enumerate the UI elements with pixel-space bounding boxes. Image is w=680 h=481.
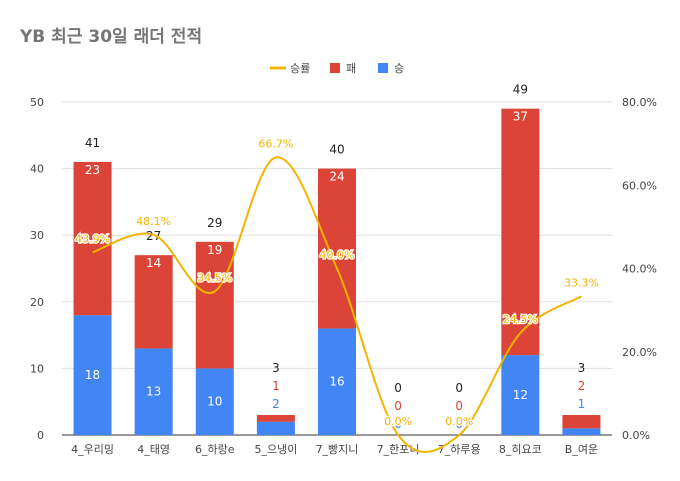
- x-tick-label: 4_우리밍: [71, 443, 114, 456]
- win-data-label: 12: [513, 388, 528, 402]
- total-data-label: 41: [85, 136, 100, 150]
- y-right-tick-label: 0.0%: [622, 429, 650, 442]
- total-data-label: 27: [146, 229, 161, 243]
- x-tick-label: 4_태영: [137, 443, 170, 456]
- y-left-tick-label: 0: [37, 429, 44, 442]
- y-left-tick-label: 10: [30, 362, 44, 375]
- bar-loss: [73, 161, 112, 316]
- win-rate-data-label: 0.0%: [445, 415, 473, 428]
- x-tick-label: 6_하랑e: [195, 442, 235, 456]
- win-data-label: 13: [146, 385, 161, 399]
- bar-loss: [195, 241, 234, 369]
- legend-label: 승: [394, 62, 404, 75]
- legend-win-swatch: [378, 63, 388, 73]
- bar-win: [501, 355, 540, 435]
- bar-win: [318, 328, 356, 435]
- y-right-tick-label: 40.0%: [622, 263, 657, 276]
- win-data-label: 0: [455, 417, 463, 431]
- win-data-label: 2: [272, 397, 280, 411]
- legend-label: 패: [346, 62, 356, 75]
- y-right-tick-label: 60.0%: [622, 179, 657, 192]
- win-data-label: 16: [329, 375, 344, 389]
- loss-data-label: 0: [394, 399, 402, 413]
- total-data-label: 29: [207, 216, 222, 230]
- loss-data-label: 14: [146, 256, 161, 270]
- loss-data-label: 1: [272, 379, 280, 393]
- y-right-tick-label: 20.0%: [622, 346, 657, 359]
- legend-loss-swatch: [330, 63, 340, 73]
- x-tick-label: 5_으냉이: [254, 443, 297, 456]
- x-tick-label: 8_히요코: [499, 442, 542, 456]
- bar-win: [134, 348, 173, 435]
- bar-loss: [562, 415, 601, 429]
- x-tick-label: 7_하루용: [438, 442, 481, 456]
- win-rate-data-label: 66.7%: [258, 137, 293, 150]
- total-data-label: 0: [455, 381, 463, 395]
- total-data-label: 0: [394, 381, 402, 395]
- win-rate-data-label: 0.0%: [384, 415, 412, 428]
- bar-loss: [256, 415, 295, 422]
- bar-win: [73, 315, 112, 435]
- x-tick-label: 7_빵지니: [316, 443, 359, 456]
- win-rate-data-label: 24.5%: [503, 313, 538, 326]
- bar-win: [256, 421, 295, 435]
- loss-data-label: 0: [455, 399, 463, 413]
- x-tick-label: B_여운: [565, 443, 598, 456]
- loss-data-label: 37: [513, 110, 528, 124]
- loss-data-label: 19: [207, 243, 222, 257]
- total-data-label: 3: [272, 361, 280, 375]
- legend-label: 승률: [290, 62, 310, 75]
- bar-loss: [134, 255, 173, 349]
- loss-data-label: 24: [329, 170, 344, 184]
- y-right-tick-label: 80.0%: [622, 96, 657, 109]
- y-left-tick-label: 50: [30, 96, 44, 109]
- win-data-label: 18: [85, 368, 100, 382]
- bar-loss: [501, 108, 540, 356]
- total-data-label: 49: [513, 83, 528, 97]
- win-data-label: 0: [394, 417, 402, 431]
- win-rate-data-label: 40.0%: [320, 249, 355, 262]
- win-data-label: 10: [207, 395, 222, 409]
- win-data-label: 1: [578, 397, 586, 411]
- total-data-label: 40: [329, 143, 344, 157]
- total-data-label: 3: [578, 361, 586, 375]
- y-left-tick-label: 40: [30, 163, 44, 176]
- bar-win: [195, 368, 234, 435]
- y-left-tick-label: 20: [30, 296, 44, 309]
- win-rate-data-label: 43.9%: [75, 232, 110, 245]
- win-rate-data-label: 34.5%: [197, 271, 232, 284]
- chart-title: YB 최근 30일 래더 전적: [20, 27, 203, 47]
- win-rate-data-label: 33.3%: [564, 276, 599, 289]
- bar-win: [562, 428, 601, 435]
- win-rate-data-label: 48.1%: [136, 215, 171, 228]
- loss-data-label: 2: [578, 379, 586, 393]
- win-rate-line: [92, 156, 582, 453]
- loss-data-label: 23: [85, 163, 100, 177]
- y-left-tick-label: 30: [30, 229, 44, 242]
